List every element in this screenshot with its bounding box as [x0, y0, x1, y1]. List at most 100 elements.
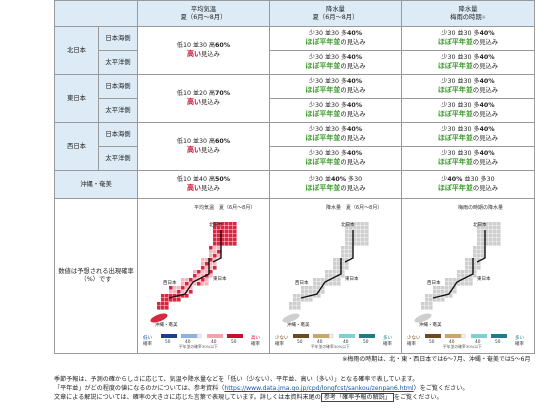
map-cell	[204, 269, 209, 274]
map-cell	[232, 233, 237, 238]
rainy-probs: 少30 並30 多40%	[441, 102, 495, 110]
map-cell	[316, 293, 321, 298]
map-cell	[348, 253, 353, 258]
map-cell	[216, 237, 221, 242]
okinawa-temp-cell: 低10 並40 高50% 高い見込み	[137, 170, 270, 199]
map-cell	[437, 285, 441, 290]
map-cell	[180, 285, 185, 290]
map-cell	[344, 225, 349, 230]
map-cell	[348, 233, 353, 238]
map-cell	[465, 261, 469, 266]
region-boundary	[344, 229, 354, 263]
legend-swatch	[358, 333, 375, 338]
footer-line2: 「平年並」がどの程度の値になるのかについては、参考資料（https://www.…	[54, 385, 469, 393]
map-cell	[360, 229, 365, 234]
map-cell	[312, 289, 317, 294]
map-cell	[212, 233, 217, 238]
map-cell	[204, 261, 209, 266]
map-cell	[497, 237, 501, 242]
map-cell	[192, 281, 197, 286]
map-cell	[192, 269, 197, 274]
map-cell	[320, 285, 325, 290]
map-cell	[481, 233, 485, 238]
map-cell	[168, 293, 173, 298]
map-cell	[457, 273, 461, 278]
okinawa-precip-probs: 少30 並40% 多30	[308, 176, 363, 184]
map-cell	[212, 229, 217, 234]
map-cell	[204, 277, 209, 282]
map-cell	[433, 289, 437, 294]
legend-low-unit: 確率	[407, 340, 416, 347]
legend-tick: 40	[449, 339, 455, 345]
map-cell	[473, 261, 477, 266]
map-cell	[340, 253, 345, 258]
map-cell	[465, 277, 469, 282]
map-cell	[308, 285, 313, 290]
region-row: 西日本 日本海側 低10 並30 高60% 高い見込み 少30 並30 多40% ほぼ平年…	[54, 122, 535, 171]
map-cell	[445, 281, 449, 286]
map-cell	[212, 261, 217, 266]
map-cell	[216, 221, 221, 226]
map-cell	[344, 237, 349, 242]
map-cell	[192, 273, 197, 278]
precip-cell: 少30 並30 多40% ほぼ平年並の見込み	[269, 122, 402, 147]
map-cell	[344, 221, 349, 226]
map-cell	[208, 273, 213, 278]
map-cell	[489, 233, 493, 238]
map-cell	[477, 233, 481, 238]
precip-summary: ほぼ平年並の見込み	[305, 62, 366, 70]
map-cell	[304, 289, 309, 294]
map-cell	[465, 273, 469, 278]
map-cell	[352, 237, 357, 242]
map-cell	[356, 225, 361, 230]
map-cell	[493, 229, 497, 234]
map-cell	[445, 289, 449, 294]
legend-low-unit: 確率	[275, 340, 284, 347]
precip-summary: ほぼ平年並の見込み	[305, 38, 366, 46]
map-cell	[308, 289, 313, 294]
map-cell	[477, 221, 481, 226]
region-row: 太平洋側 少30 並30 多40% ほぼ平年並の見込み 少30 並30 多40% ほぼ平…	[55, 98, 535, 123]
precip-cell: 少30 並30 多40% ほぼ平年並の見込み	[269, 98, 402, 123]
map-cell	[324, 277, 329, 282]
map-cell	[200, 265, 205, 270]
map-cell	[208, 249, 213, 254]
map-cell	[364, 225, 369, 230]
precip-map-cell: 降水量 夏（6月～8月） 北日本 東日本 西日本 沖縄・奄美 少ない 確率 50 40 40 50 平…	[269, 198, 402, 354]
rainy-probs: 少30 並30 多40%	[441, 78, 495, 86]
map-cell	[425, 297, 429, 302]
reference-link[interactable]: https://www.data.jma.go.jp/cpd/longfcst/…	[224, 385, 414, 393]
legend-low-label: 少ない	[407, 334, 421, 341]
map-cell	[489, 241, 493, 246]
map-cell	[220, 225, 225, 230]
map-cell	[429, 297, 433, 302]
map-cell	[437, 289, 441, 294]
map-cell	[204, 257, 209, 262]
region-label: 東日本	[54, 74, 99, 123]
map-cell	[232, 237, 237, 242]
map-cell	[316, 285, 321, 290]
map-cell	[489, 229, 493, 234]
region-boundary	[432, 257, 474, 299]
map-cell	[429, 305, 433, 310]
map-cell	[220, 237, 225, 242]
map-cell	[344, 261, 349, 266]
map-cell	[300, 297, 305, 302]
legend-swatch	[226, 333, 243, 338]
map-cell	[224, 241, 229, 246]
header-row: 平均気温 夏（6月～8月） 降水量 夏（6月～8月） 降水量 梅雨の時期※	[54, 0, 535, 27]
okinawa-row: 沖縄・奄美 低10 並40 高50% 高い見込み 少30 並40% 多30 ほぼ平年…	[54, 170, 535, 199]
map-cell	[160, 301, 165, 306]
map-cell	[481, 249, 485, 254]
header-rainy-title: 降水量	[458, 5, 478, 13]
legend-mid-label: 平年並の確率30%以下	[179, 344, 218, 349]
map-cell	[445, 277, 449, 282]
map-region-label: 東日本	[477, 275, 491, 282]
rainy-cell: 少30 並30 多40% ほぼ平年並の見込み	[401, 50, 535, 75]
map-cell	[296, 301, 301, 306]
temp-cell: 低10 並20 高70% 高い見込み	[137, 74, 270, 123]
map-cell	[433, 297, 437, 302]
map-cell	[433, 293, 437, 298]
map-cell	[184, 281, 189, 286]
